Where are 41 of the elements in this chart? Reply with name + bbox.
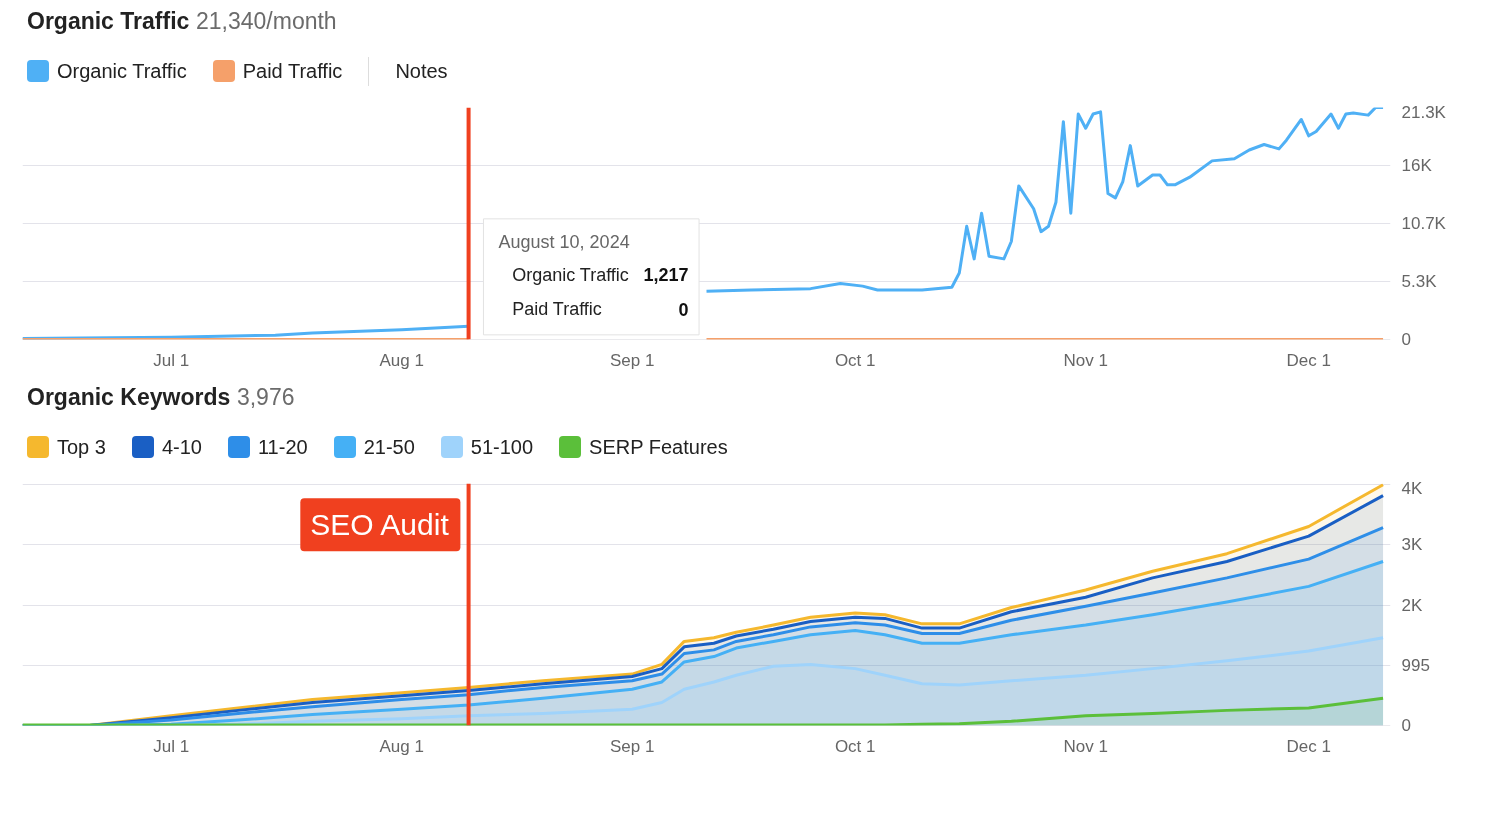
chart-subtitle: 3,976 [236,384,295,410]
annotation: 1,217 [643,265,689,286]
legend-label: 21-50 [362,435,415,460]
x-tick-label: Nov 1 [1063,350,1108,370]
legend-label: 4-10 [160,435,202,460]
text: Notes [368,57,448,86]
y-tick-label: 16K [1401,156,1433,175]
y-tick-label: 2K [1401,595,1423,615]
chart-title: Organic Traffic [27,8,190,34]
y-tick-label: 5.3K [1401,272,1438,291]
chart-subtitle: 21,340/month [196,8,337,34]
annotation: Paid Traffic [512,299,602,320]
x-tick-label: Aug 1 [379,350,424,370]
legend-label: Paid Traffic [241,59,343,84]
legend-label: 11-20 [256,435,308,460]
ref-line-label: SEO Audit [310,508,450,542]
x-tick-label: Nov 1 [1063,736,1108,756]
x-tick-label: Oct 1 [834,350,876,370]
legend-label: Top 3 [56,435,106,460]
x-tick-label: Jul 1 [153,736,190,756]
x-tick-label: Sep 1 [609,350,655,370]
y-tick-label: 4K [1401,478,1423,498]
x-tick-label: Sep 1 [609,736,655,756]
y-tick-label: 10.7K [1401,214,1447,233]
legend-label: Organic Traffic [56,59,187,84]
y-tick-label: 21.3K [1401,102,1447,122]
y-tick-label: 0 [1401,716,1411,735]
y-tick-label: 0 [1401,330,1411,349]
x-tick-label: Dec 1 [1286,736,1331,756]
x-tick-label: Aug 1 [379,736,424,756]
y-tick-label: 3K [1401,535,1423,555]
x-tick-label: Dec 1 [1286,350,1331,370]
annotation: Organic Traffic [512,264,629,285]
legend-label: 51-100 [469,435,534,460]
annotation: 0 [678,299,689,320]
legend-label: SERP Features [588,435,728,460]
annotation: August 10, 2024 [498,232,630,253]
x-tick-label: Oct 1 [834,736,876,756]
chart-title: Organic Keywords [27,384,231,410]
y-tick-label: 995 [1401,655,1430,675]
x-tick-label: Jul 1 [153,350,190,370]
